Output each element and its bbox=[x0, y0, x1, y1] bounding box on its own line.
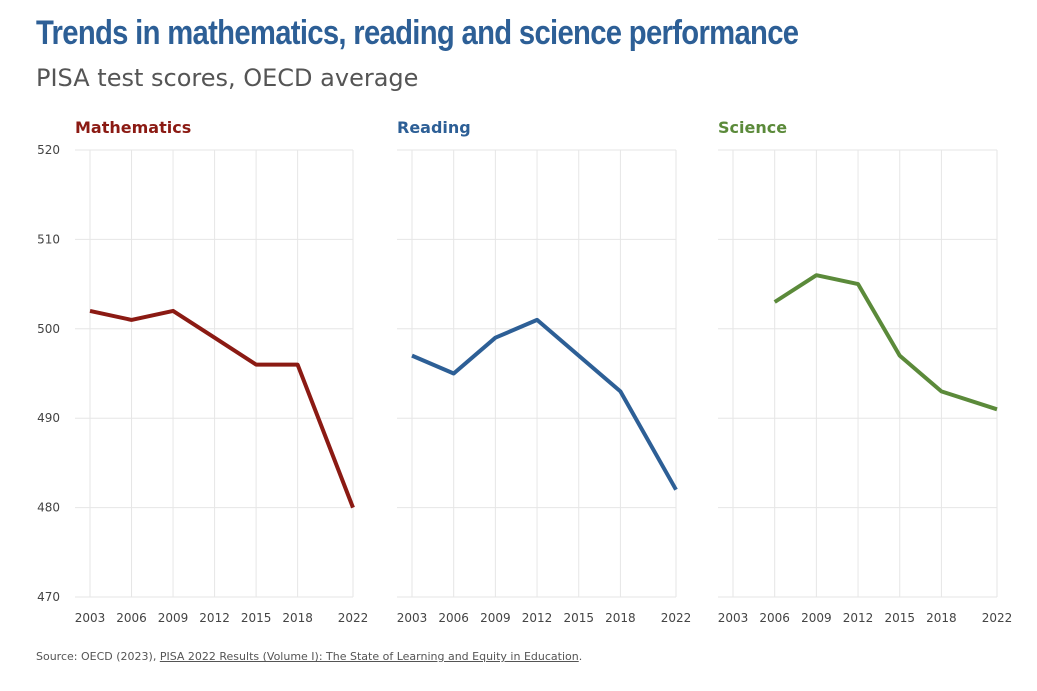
source-prefix: Source: OECD (2023), bbox=[36, 650, 160, 663]
mathematics-x-tick-label-2006: 2006 bbox=[116, 611, 147, 625]
y-tick-label-490: 490 bbox=[37, 411, 60, 425]
mathematics-x-tick-label-2015: 2015 bbox=[241, 611, 272, 625]
mathematics-x-tick-label-2012: 2012 bbox=[199, 611, 230, 625]
reading-x-tick-label-2009: 2009 bbox=[480, 611, 511, 625]
reading-point-2006 bbox=[452, 372, 456, 376]
mathematics-series-line bbox=[89, 308, 355, 509]
y-tick-label-480: 480 bbox=[37, 501, 60, 515]
reading-point-2015 bbox=[577, 354, 581, 358]
science-x-tick-label-2009: 2009 bbox=[801, 611, 832, 625]
mathematics-point-2003 bbox=[88, 309, 92, 313]
mathematics-point-2015 bbox=[254, 363, 258, 367]
science-panel-title: Science bbox=[718, 118, 787, 137]
reading-x-tick-label-2003: 2003 bbox=[397, 611, 428, 625]
mathematics-point-2006 bbox=[130, 318, 134, 322]
y-tick-label-520: 520 bbox=[37, 143, 60, 157]
science-point-2018 bbox=[939, 389, 943, 393]
reading-point-2012 bbox=[535, 318, 539, 322]
mathematics-x-tick-label-2009: 2009 bbox=[158, 611, 189, 625]
science-series-line bbox=[773, 273, 998, 412]
reading-x-tick-label-2012: 2012 bbox=[522, 611, 553, 625]
reading-x-tick-label-2022: 2022 bbox=[661, 611, 692, 625]
mathematics-point-2022 bbox=[351, 506, 355, 510]
reading-point-2018 bbox=[618, 389, 622, 393]
science-x-tick-label-2003: 2003 bbox=[718, 611, 749, 625]
reading-x-tick-label-2015: 2015 bbox=[563, 611, 594, 625]
mathematics-x-tick-label-2022: 2022 bbox=[338, 611, 369, 625]
source-suffix: . bbox=[578, 650, 583, 663]
charts-svg: Mathematics 470 480 490 500 510 520 2003 2006 200… bbox=[37, 118, 1013, 625]
mathematics-x-tick-label-2018: 2018 bbox=[282, 611, 313, 625]
mathematics-point-2009 bbox=[171, 309, 175, 313]
reading-x-tick-label-2018: 2018 bbox=[605, 611, 636, 625]
science-x-tick-label-2022: 2022 bbox=[982, 611, 1013, 625]
mathematics-x-tick-label-2003: 2003 bbox=[75, 611, 106, 625]
reading-point-2022 bbox=[674, 488, 678, 492]
science-point-2012 bbox=[856, 282, 860, 286]
mathematics-point-2018 bbox=[296, 363, 300, 367]
science-x-tick-label-2015: 2015 bbox=[884, 611, 915, 625]
science-point-2009 bbox=[814, 273, 818, 277]
source-link[interactable]: PISA 2022 Results (Volume I): The State … bbox=[159, 650, 579, 663]
chart-title: Trends in mathematics, reading and scien… bbox=[36, 14, 799, 52]
science-point-2015 bbox=[898, 354, 902, 358]
reading-series-line bbox=[411, 317, 678, 491]
reading-panel-title: Reading bbox=[397, 118, 471, 137]
science-x-tick-label-2012: 2012 bbox=[843, 611, 874, 625]
reading-point-2003 bbox=[410, 354, 414, 358]
reading-point-2009 bbox=[493, 336, 497, 340]
y-tick-label-500: 500 bbox=[37, 322, 60, 336]
source-note: Source: OECD (2023), PISA 2022 Results (… bbox=[36, 650, 582, 663]
science-x-tick-label-2018: 2018 bbox=[926, 611, 957, 625]
y-tick-label-470: 470 bbox=[37, 590, 60, 604]
science-point-2022 bbox=[995, 407, 999, 411]
y-tick-label-510: 510 bbox=[37, 232, 60, 246]
mathematics-point-2012 bbox=[213, 336, 217, 340]
science-point-2006 bbox=[773, 300, 777, 304]
mathematics-panel-title: Mathematics bbox=[75, 118, 191, 137]
chart-subtitle: PISA test scores, OECD average bbox=[36, 64, 419, 92]
reading-x-tick-label-2006: 2006 bbox=[438, 611, 469, 625]
science-x-tick-label-2006: 2006 bbox=[759, 611, 790, 625]
